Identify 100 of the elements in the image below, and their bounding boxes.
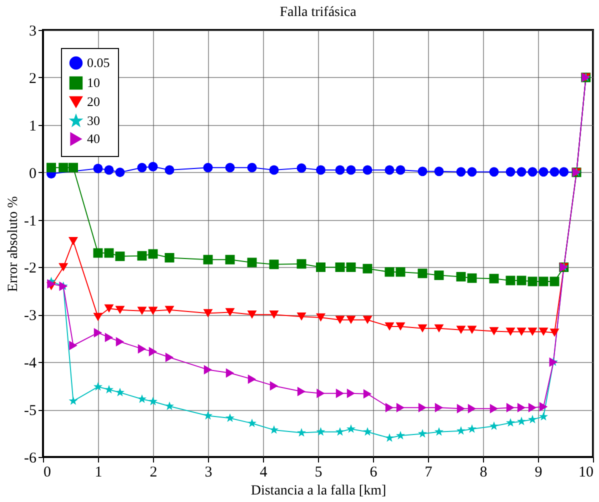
point xyxy=(316,388,325,398)
point xyxy=(506,402,515,412)
point xyxy=(269,260,279,270)
point xyxy=(247,418,257,428)
point xyxy=(363,389,372,399)
point xyxy=(538,276,548,286)
point xyxy=(434,427,444,436)
point xyxy=(104,304,114,313)
point xyxy=(148,346,158,356)
point xyxy=(346,316,356,324)
y-tick-label: 2 xyxy=(29,70,36,87)
y-tick-label: -6 xyxy=(24,450,37,466)
point xyxy=(550,328,560,337)
point xyxy=(516,167,526,177)
point xyxy=(204,364,212,374)
point xyxy=(528,402,537,412)
y-tick-label: -3 xyxy=(24,308,36,324)
point xyxy=(335,427,345,436)
point xyxy=(346,262,356,272)
point xyxy=(490,404,498,414)
point xyxy=(559,167,569,177)
point xyxy=(517,402,526,412)
point xyxy=(316,427,326,436)
x-tick-label: 2 xyxy=(150,464,158,480)
point xyxy=(362,165,372,175)
point xyxy=(550,167,560,177)
x-tick-label: 8 xyxy=(480,464,488,480)
point xyxy=(247,258,257,268)
point xyxy=(418,268,428,278)
point xyxy=(93,248,103,258)
y-tick-label: 1 xyxy=(29,118,36,134)
y-axis-title: Error absoluto % xyxy=(6,196,22,292)
point xyxy=(528,414,538,424)
point xyxy=(164,165,174,175)
point xyxy=(456,167,466,177)
x-tick-label: 5 xyxy=(314,464,322,480)
point xyxy=(384,267,394,277)
point xyxy=(296,259,306,269)
point xyxy=(516,276,526,286)
point xyxy=(296,163,306,173)
point xyxy=(396,267,406,277)
point xyxy=(69,340,78,350)
x-tick-label: 1 xyxy=(94,464,102,480)
point xyxy=(538,167,548,177)
point xyxy=(104,332,114,342)
point xyxy=(104,384,114,394)
point xyxy=(296,312,306,321)
point xyxy=(104,165,114,175)
point xyxy=(456,272,466,282)
point xyxy=(58,263,68,272)
point xyxy=(434,324,444,333)
x-tick-label: 9 xyxy=(534,464,542,480)
point xyxy=(93,164,103,174)
point xyxy=(137,394,147,403)
point xyxy=(148,396,158,406)
point xyxy=(247,310,257,319)
point xyxy=(47,279,56,289)
point xyxy=(137,162,147,172)
x-tick-label: 7 xyxy=(424,464,433,480)
point xyxy=(164,401,174,410)
y-tick-label: 3 xyxy=(29,24,36,40)
point xyxy=(115,168,125,178)
point xyxy=(248,374,256,384)
point xyxy=(165,352,174,362)
point xyxy=(456,404,466,414)
point xyxy=(46,162,56,172)
point xyxy=(203,410,213,420)
point xyxy=(269,425,279,434)
point xyxy=(384,165,394,175)
point xyxy=(225,162,235,172)
x-tick-label: 6 xyxy=(370,464,378,480)
point xyxy=(467,167,477,177)
point xyxy=(115,252,125,262)
point xyxy=(468,404,476,414)
x-tick-label: 10 xyxy=(578,464,594,480)
point xyxy=(384,322,394,331)
point xyxy=(164,252,174,262)
point xyxy=(226,368,234,378)
point xyxy=(316,262,326,272)
point xyxy=(528,167,538,177)
y-tick-label: -5 xyxy=(24,403,36,420)
chart-title: Falla trifásica xyxy=(280,5,358,20)
point xyxy=(489,421,499,430)
point xyxy=(516,416,526,426)
point xyxy=(203,309,213,318)
point xyxy=(362,316,372,324)
point xyxy=(68,162,78,172)
point xyxy=(148,162,158,172)
point xyxy=(385,402,394,412)
point xyxy=(384,433,394,442)
point xyxy=(418,324,428,333)
point xyxy=(506,418,516,427)
point xyxy=(269,310,279,319)
point xyxy=(116,336,124,346)
point xyxy=(538,328,548,336)
point xyxy=(346,388,356,398)
point xyxy=(434,270,444,280)
point xyxy=(115,306,125,314)
point xyxy=(506,276,516,286)
point xyxy=(538,412,548,421)
